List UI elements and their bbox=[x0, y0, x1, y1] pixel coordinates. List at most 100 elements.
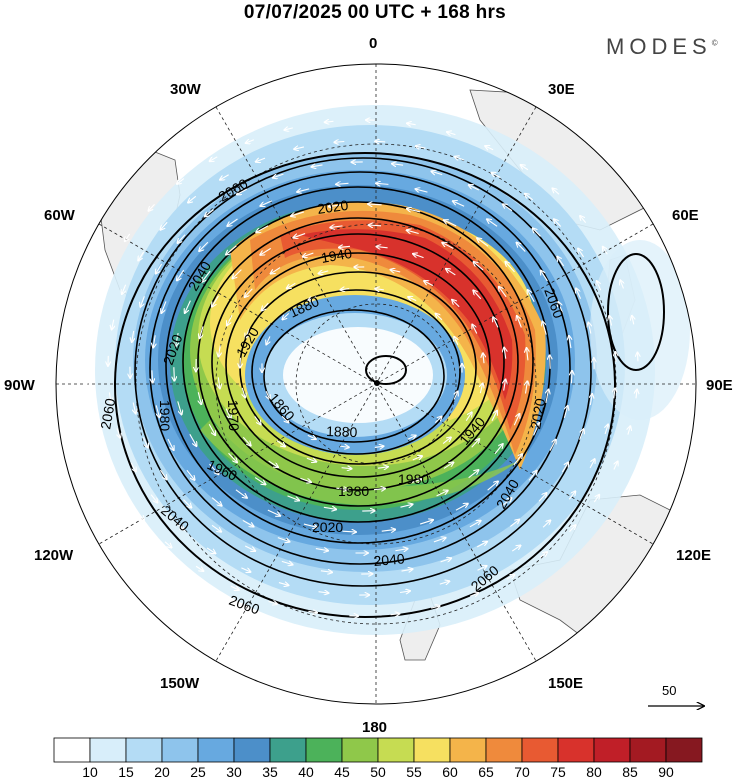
wind-vector bbox=[341, 468, 352, 469]
colorbar-swatch bbox=[593, 737, 631, 763]
colorbar-label: 45 bbox=[334, 764, 350, 780]
wind-vector bbox=[328, 205, 343, 207]
wind-vector bbox=[510, 519, 519, 527]
wind-vector bbox=[195, 565, 204, 571]
wind-vector bbox=[307, 435, 316, 439]
wind-vector bbox=[256, 225, 269, 233]
colorbar-label: 65 bbox=[478, 764, 494, 780]
wind-vector bbox=[636, 389, 637, 399]
wind-vector bbox=[260, 200, 272, 206]
wind-vector bbox=[550, 355, 551, 369]
wind-vector bbox=[603, 246, 608, 255]
wind-vector bbox=[244, 545, 255, 551]
wind-vector bbox=[400, 504, 412, 507]
wind-vector bbox=[390, 614, 400, 615]
colorbar-swatch bbox=[89, 737, 127, 763]
lon-label-150e: 150E bbox=[548, 675, 583, 692]
wind-vector bbox=[261, 302, 269, 311]
wind-vector bbox=[159, 469, 167, 480]
wind-vector bbox=[472, 324, 478, 334]
wind-vector bbox=[227, 315, 233, 325]
wind-vector bbox=[189, 433, 197, 446]
wind-vector bbox=[569, 335, 571, 349]
wind-vector bbox=[300, 477, 311, 482]
wind-vector bbox=[406, 230, 419, 233]
colorbar-label: 50 bbox=[370, 764, 386, 780]
wind-vector bbox=[542, 520, 551, 528]
wind-vector bbox=[228, 452, 238, 462]
wind-vector bbox=[415, 189, 428, 192]
lon-label-60w: 60W bbox=[44, 207, 76, 224]
wind-vector bbox=[390, 270, 401, 272]
wind-vector bbox=[218, 377, 220, 388]
wind-vector bbox=[443, 462, 454, 469]
wind-vector bbox=[407, 435, 416, 439]
wind-vector bbox=[442, 243, 454, 249]
wind-vector bbox=[303, 523, 318, 527]
wind-vector bbox=[90, 411, 92, 421]
wind-vector bbox=[454, 391, 458, 400]
wind-vector bbox=[392, 164, 404, 166]
wind-vector bbox=[202, 270, 211, 282]
wind-vector bbox=[183, 499, 191, 508]
wind-vector bbox=[520, 165, 529, 171]
colorbar-label: 10 bbox=[82, 764, 98, 780]
wind-vector bbox=[524, 193, 534, 201]
wind-vector bbox=[209, 156, 218, 162]
wind-vector bbox=[281, 415, 289, 422]
colorbar-swatch bbox=[161, 737, 199, 763]
wind-vector bbox=[272, 173, 284, 178]
wind-vector bbox=[266, 336, 270, 344]
contour-label: 2020 bbox=[316, 197, 349, 217]
wind-vector bbox=[431, 171, 443, 174]
wind-vector bbox=[235, 489, 247, 498]
wind-vector bbox=[267, 509, 281, 516]
wind-vector bbox=[469, 521, 481, 528]
wind-vector bbox=[237, 188, 248, 195]
wind-vector bbox=[549, 439, 556, 451]
wind-vector bbox=[254, 416, 261, 424]
colorbar-label: 60 bbox=[442, 764, 458, 780]
wind-vector bbox=[211, 524, 221, 532]
wind-vector bbox=[620, 280, 623, 289]
wind-vector bbox=[138, 251, 145, 261]
wind-vector bbox=[150, 494, 157, 503]
colorbar-swatch bbox=[485, 737, 523, 763]
contour-label: 1980 bbox=[398, 471, 429, 487]
wind-vector bbox=[517, 316, 522, 328]
wind-vector bbox=[87, 337, 88, 347]
map-disk: 2060 2020 1940 2040 1880 1920 2020 1860 … bbox=[56, 64, 696, 704]
wind-vector bbox=[278, 583, 289, 586]
wind-vector bbox=[287, 495, 300, 501]
wind-vector bbox=[597, 281, 602, 291]
wind-vector bbox=[504, 379, 506, 391]
wind-vector bbox=[605, 424, 608, 435]
wind-vector bbox=[323, 507, 337, 509]
wind-vector bbox=[199, 241, 209, 251]
wind-vector bbox=[408, 297, 417, 301]
contour-label: 1980 bbox=[157, 400, 173, 431]
wind-vector bbox=[255, 158, 266, 162]
wind-vector bbox=[442, 437, 451, 445]
lon-label-30w: 30W bbox=[170, 81, 202, 98]
colorbar-label: 15 bbox=[118, 764, 134, 780]
lon-label-90e: 90E bbox=[706, 377, 733, 394]
wind-vector bbox=[330, 226, 343, 228]
wind-vector bbox=[284, 128, 293, 130]
colorbar-label: 25 bbox=[190, 764, 206, 780]
wind-vector bbox=[112, 319, 114, 330]
wind-vector bbox=[336, 488, 348, 489]
wind-vector bbox=[164, 541, 172, 548]
brand-logo: MODES© bbox=[606, 34, 718, 60]
wind-vector bbox=[468, 470, 479, 479]
wind-vector bbox=[199, 326, 204, 338]
wind-vector bbox=[373, 488, 386, 489]
wind-vector bbox=[338, 246, 351, 247]
pole-marker bbox=[374, 380, 380, 386]
wind-vector bbox=[281, 561, 293, 564]
wind-vector bbox=[245, 328, 250, 339]
wind-vector bbox=[473, 262, 484, 271]
wind-vector bbox=[177, 234, 186, 244]
contour-label: 2040 bbox=[373, 550, 406, 569]
wind-vector bbox=[401, 569, 413, 571]
